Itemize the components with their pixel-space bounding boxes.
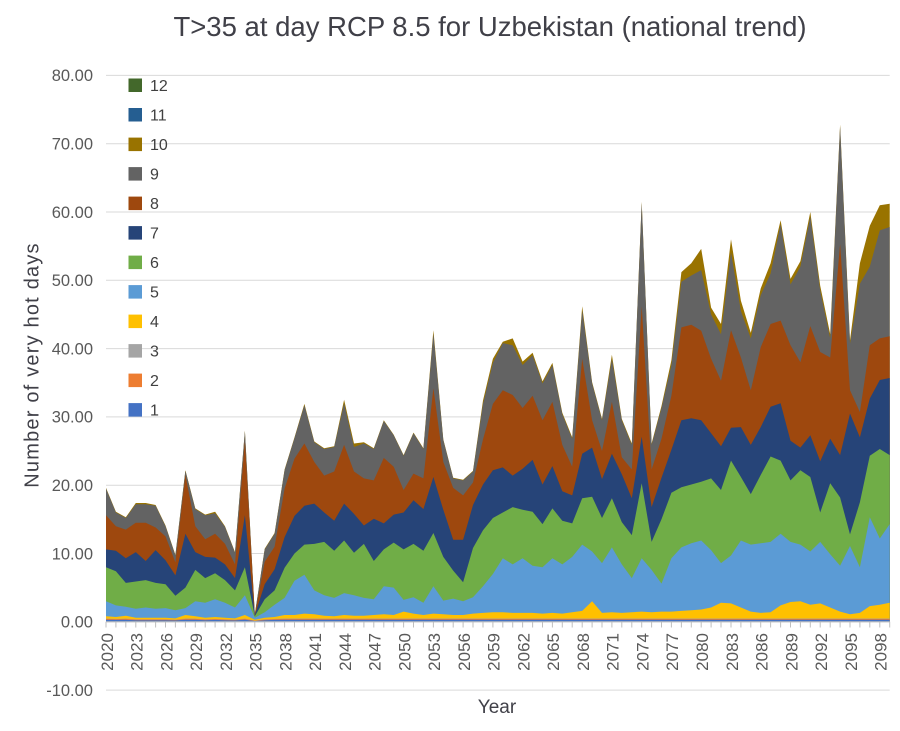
svg-text:2077: 2077 [663,633,682,671]
svg-text:2035: 2035 [247,633,266,671]
svg-text:2089: 2089 [782,633,801,671]
svg-text:12: 12 [150,78,168,95]
svg-text:Year: Year [478,697,517,718]
svg-text:2038: 2038 [276,633,295,671]
svg-text:50.00: 50.00 [52,272,93,290]
svg-text:2029: 2029 [187,633,206,671]
svg-text:4: 4 [150,314,159,331]
svg-text:-10.00: -10.00 [46,682,93,700]
svg-text:2020: 2020 [98,633,117,671]
svg-text:80.00: 80.00 [52,67,93,85]
svg-text:1: 1 [150,402,159,419]
svg-text:10: 10 [150,137,168,154]
svg-text:2092: 2092 [812,633,831,671]
svg-text:30.00: 30.00 [52,409,93,427]
svg-text:10.00: 10.00 [52,545,93,563]
svg-text:2068: 2068 [574,633,593,671]
svg-text:60.00: 60.00 [52,204,93,222]
svg-text:2080: 2080 [693,633,712,671]
svg-text:2041: 2041 [306,633,325,671]
svg-text:2053: 2053 [425,633,444,671]
svg-text:2074: 2074 [634,633,653,671]
svg-text:2083: 2083 [723,633,742,671]
svg-text:5: 5 [150,284,159,301]
svg-text:2032: 2032 [217,633,236,671]
svg-text:2026: 2026 [157,633,176,671]
svg-text:2098: 2098 [872,633,891,671]
svg-text:2065: 2065 [544,633,563,671]
svg-text:7: 7 [150,225,159,242]
svg-text:9: 9 [150,166,159,183]
svg-text:70.00: 70.00 [52,136,93,154]
svg-text:2056: 2056 [455,633,474,671]
svg-text:20.00: 20.00 [52,477,93,495]
svg-text:6: 6 [150,255,159,272]
svg-text:2023: 2023 [128,633,147,671]
svg-text:8: 8 [150,196,159,213]
svg-text:Number of very hot days: Number of very hot days [22,242,44,487]
svg-text:2059: 2059 [485,633,504,671]
svg-text:2071: 2071 [604,633,623,671]
svg-text:2: 2 [150,373,159,390]
svg-text:2086: 2086 [753,633,772,671]
svg-text:3: 3 [150,343,159,360]
svg-text:2044: 2044 [336,633,355,671]
svg-text:0.00: 0.00 [61,614,93,632]
svg-text:11: 11 [150,107,167,124]
svg-text:2050: 2050 [395,633,414,671]
svg-text:40.00: 40.00 [52,340,93,358]
svg-text:2047: 2047 [366,633,385,671]
svg-text:2062: 2062 [514,633,533,671]
svg-text:2095: 2095 [842,633,861,671]
svg-text:T>35 at day RCP 8.5 for Uzbeki: T>35 at day RCP 8.5 for Uzbekistan (nati… [173,11,806,42]
